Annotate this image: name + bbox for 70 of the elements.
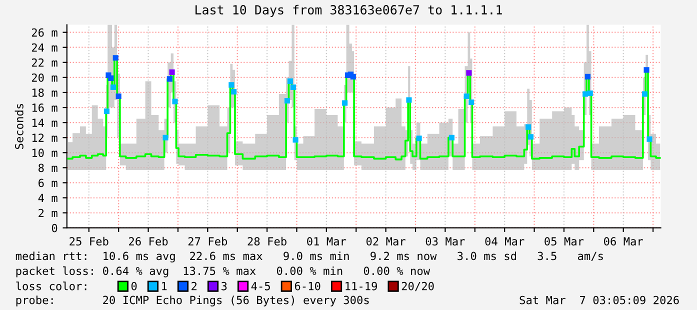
y-tick-label: 20 m [32, 73, 58, 82]
point [172, 98, 178, 104]
point [284, 98, 290, 104]
point [582, 91, 588, 97]
point [644, 67, 650, 73]
y-axis-title: Seconds [14, 104, 24, 149]
point [466, 70, 472, 76]
point [584, 74, 590, 80]
point [342, 100, 348, 106]
point [406, 97, 412, 103]
point [448, 134, 454, 140]
legend-label: 3 [222, 282, 227, 290]
x-tick-label: 25 Feb [70, 236, 108, 246]
point [116, 93, 122, 100]
legend-label: 11-19 [346, 282, 377, 290]
y-tick-label: 14 m [32, 118, 58, 127]
point [468, 99, 474, 106]
y-tick-label: 4 m [38, 194, 58, 202]
text: packet loss: 0.64 % avg 13.75 % max 0.00 % min 0.00 % now [16, 266, 430, 278]
y-tick-label: 22 m [32, 58, 58, 67]
chart-title: Last 10 Days from 383163e067e7 to 1.1.1.1 [196, 4, 502, 17]
legend-label: 20/20 [402, 282, 434, 292]
legend-label: 2 [192, 282, 196, 290]
point [526, 124, 532, 130]
point [110, 84, 116, 90]
point [166, 76, 172, 82]
point [416, 136, 422, 142]
y-tick-label: 24 m [32, 43, 58, 52]
y-tick-label: 8 m [38, 164, 58, 172]
legend-label: 4-5 [251, 282, 270, 290]
point [464, 93, 470, 100]
legend-label: 1 [162, 282, 167, 290]
x-tick-label: 02 Mar [366, 237, 406, 246]
x-tick-label: 01 Mar [307, 237, 346, 246]
legend-label: 0 [131, 282, 137, 290]
point [646, 136, 652, 142]
point [169, 69, 175, 75]
point [108, 75, 114, 81]
y-tick-label: 26 m [32, 28, 58, 37]
x-tick-label: 06 Mar [604, 237, 643, 246]
x-tick-label: 28 Feb [248, 236, 286, 246]
point [287, 78, 293, 84]
x-tick-label: 04 Mar [485, 237, 524, 246]
y-tick-label: 12 m [32, 134, 58, 142]
y-tick-label: 6 m [38, 178, 58, 188]
x-tick-label: 27 Feb [188, 236, 228, 246]
y-tick-label: 18 m [32, 88, 58, 97]
point [292, 137, 298, 143]
x-tick-label: 05 Mar [544, 237, 584, 246]
x-tick-label: 26 Feb [129, 236, 168, 246]
point [642, 91, 648, 97]
y-tick-label: 10 m [32, 148, 58, 158]
point [290, 84, 296, 90]
point [350, 74, 356, 80]
text: loss color: [16, 282, 86, 290]
text: probe: 20 ICMP Echo Pings (56 Bytes) every 300s [16, 296, 369, 306]
y-tick-label: 16 m [32, 104, 58, 112]
point [162, 134, 168, 140]
x-tick-label: 03 Mar [426, 237, 465, 246]
point [112, 55, 118, 61]
text: median rtt: 10.6 ms avg 22.6 ms max 9.0 ms min 9.2 ms now 3.0 ms sd 3.5 am/s [16, 252, 603, 262]
point [587, 90, 593, 96]
point [228, 82, 234, 88]
text: Sat Mar 7 03:05:09 2026 [520, 296, 679, 304]
point [528, 134, 534, 140]
y-tick-label: 0 [52, 224, 58, 232]
point [104, 108, 110, 114]
point [231, 88, 237, 95]
y-tick-label: 2 m [38, 208, 58, 218]
legend-label: 6-10 [294, 282, 320, 290]
